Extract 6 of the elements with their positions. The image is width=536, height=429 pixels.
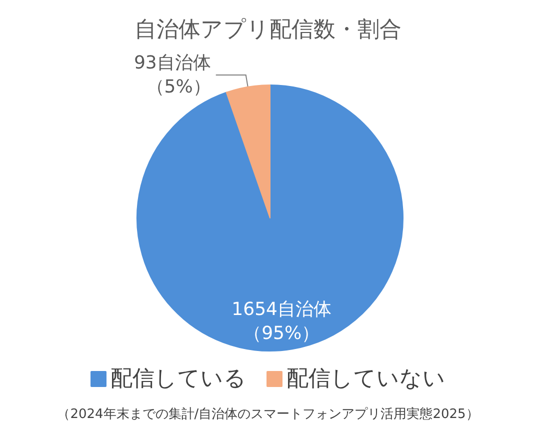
data-label: 1654自治体（95%）	[232, 299, 332, 344]
data-label: 93自治体（5%）	[134, 52, 211, 98]
legend-label: 配信している	[110, 366, 246, 392]
text: （2024年末までの集計/自治体のスマートフォンアプリ活用実態2025）	[57, 406, 479, 422]
legend-label: 配信していない	[286, 366, 446, 392]
chart-title: 自治体アプリ配信数・割合	[134, 18, 402, 42]
